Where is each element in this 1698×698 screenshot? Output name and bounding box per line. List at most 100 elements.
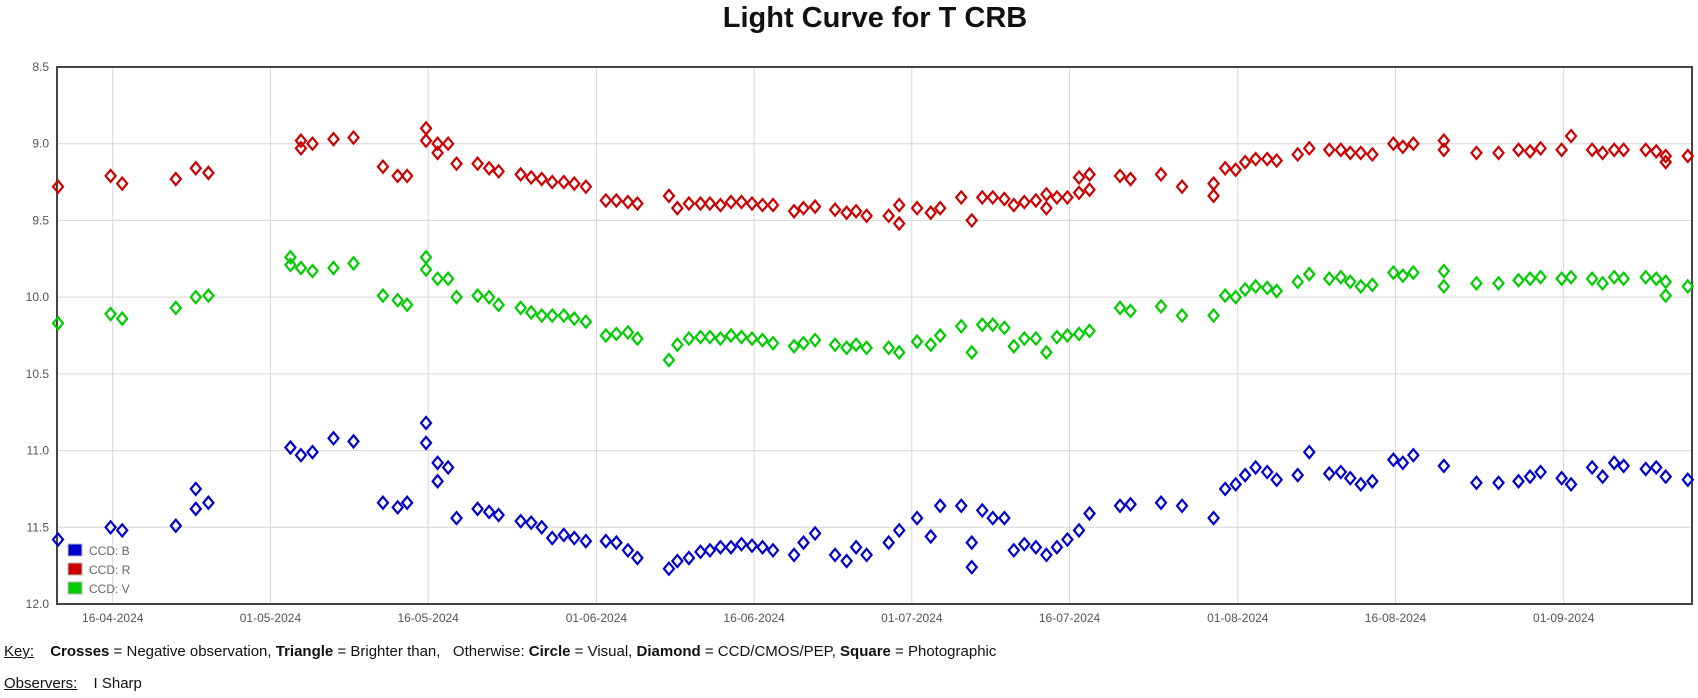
data-point-ccdb — [419, 415, 433, 431]
data-point-ccdr — [682, 195, 696, 212]
key-square-desc: = Photographic — [890, 643, 997, 660]
y-tick-label: 12.0 — [26, 597, 50, 611]
data-point-ccdr — [766, 197, 780, 213]
data-point-ccdv — [514, 300, 528, 316]
legend-swatch — [67, 562, 83, 576]
data-point-ccdr — [670, 200, 684, 216]
data-point-ccdr — [1039, 200, 1053, 216]
data-point-ccdr — [1207, 175, 1221, 192]
data-point-ccdb — [1270, 472, 1284, 488]
data-point-ccdr — [524, 169, 538, 186]
data-point-ccdr — [975, 189, 989, 206]
data-point-ccdr — [1585, 142, 1599, 158]
data-point-ccdr — [1154, 166, 1168, 183]
data-point-ccdv — [1218, 287, 1232, 304]
data-point-ccdr — [694, 195, 707, 212]
data-point-ccdv — [482, 289, 496, 305]
data-point-ccdv — [1083, 323, 1096, 339]
data-point-ccdv — [670, 336, 684, 353]
data-point-ccdr — [441, 135, 455, 152]
data-point-ccdr — [724, 194, 738, 210]
data-point-ccdb — [294, 447, 308, 463]
legend-label: CCD: V — [89, 582, 130, 596]
data-point-ccdv — [1050, 329, 1064, 345]
data-point-ccdb — [1218, 481, 1232, 497]
data-point-ccdb — [892, 522, 906, 539]
data-point-ccdr — [1238, 154, 1252, 170]
data-point-ccdb — [1260, 464, 1274, 480]
data-point-ccdv — [1270, 283, 1284, 299]
data-point-ccdv — [1238, 281, 1252, 298]
data-point-ccdb — [1072, 522, 1086, 539]
data-point-ccdb — [1639, 461, 1653, 477]
data-point-ccdb — [1386, 452, 1400, 468]
data-point-ccdr — [1354, 145, 1368, 161]
x-tick-label: 16-08-2024 — [1365, 611, 1427, 625]
data-point-ccdr — [1437, 132, 1451, 149]
key-diamond-desc: = CCD/CMOS/PEP, — [700, 643, 841, 660]
data-point-ccdr — [849, 203, 863, 219]
data-point-ccdr — [1470, 145, 1483, 161]
data-point-ccdb — [557, 527, 571, 543]
data-point-ccdv — [924, 336, 938, 353]
key-crosses-desc: = Negative observation, — [109, 643, 276, 660]
data-point-ccdr — [1555, 142, 1569, 158]
data-point-ccdv — [283, 249, 297, 265]
data-point-ccdv — [535, 307, 549, 324]
data-point-ccdr — [1072, 169, 1086, 186]
data-point-ccdr — [347, 129, 360, 146]
data-point-ccdr — [1365, 146, 1379, 163]
data-point-ccdr — [169, 171, 183, 187]
data-point-ccdv — [986, 317, 1000, 333]
data-point-ccdb — [1007, 542, 1021, 559]
data-point-ccdb — [431, 473, 445, 489]
data-point-ccdb — [1343, 470, 1357, 486]
data-point-ccdv — [975, 317, 989, 333]
data-point-ccdv — [766, 335, 780, 351]
data-point-ccdr — [306, 135, 319, 152]
data-point-ccdb — [1649, 459, 1663, 476]
data-point-ccdr — [756, 197, 769, 213]
observers-line: Observers: I Sharp — [4, 675, 142, 692]
data-point-ccdv — [1322, 271, 1336, 287]
data-point-ccdr — [892, 215, 906, 232]
data-point-ccdb — [1291, 467, 1305, 483]
data-point-ccdv — [965, 344, 979, 361]
data-point-ccdr — [910, 200, 924, 216]
data-point-ccdv — [1154, 298, 1168, 315]
data-point-ccdr — [1039, 186, 1053, 203]
legend-swatch — [67, 543, 83, 557]
data-point-ccdr — [1659, 148, 1673, 164]
data-point-ccdb — [535, 519, 549, 536]
data-point-ccdb — [670, 553, 684, 569]
data-point-ccdv — [567, 310, 581, 327]
data-point-ccdv — [1555, 271, 1569, 287]
data-point-ccdr — [1302, 140, 1316, 157]
data-point-ccdb — [1207, 510, 1221, 526]
data-point-ccdr — [1113, 168, 1127, 184]
data-point-ccdb — [1154, 495, 1168, 511]
y-tick-label: 10.0 — [26, 290, 50, 304]
data-point-ccdb — [419, 435, 433, 451]
data-point-ccdv — [682, 330, 696, 347]
data-point-ccdr — [1291, 146, 1305, 163]
data-point-ccdr — [787, 203, 801, 219]
data-point-ccdb — [849, 539, 863, 555]
data-point-ccdb — [735, 536, 748, 552]
data-point-ccdv — [1512, 272, 1525, 288]
data-point-ccdb — [1229, 476, 1243, 493]
legend-swatch — [67, 581, 83, 595]
data-point-ccdb — [450, 510, 463, 526]
y-tick-label: 11.0 — [27, 444, 50, 458]
data-point-ccdb — [1523, 468, 1537, 485]
data-point-ccdb — [189, 481, 203, 497]
data-point-ccdb — [567, 530, 581, 546]
data-point-ccdv — [524, 304, 538, 321]
data-point-ccdv — [1207, 307, 1221, 324]
data-point-ccdb — [1083, 505, 1096, 522]
data-point-ccdr — [662, 188, 676, 204]
data-point-ccdr — [808, 198, 822, 215]
data-point-ccdv — [703, 329, 717, 345]
data-point-ccdb — [1607, 455, 1621, 471]
x-tick-label: 16-04-2024 — [82, 611, 144, 625]
